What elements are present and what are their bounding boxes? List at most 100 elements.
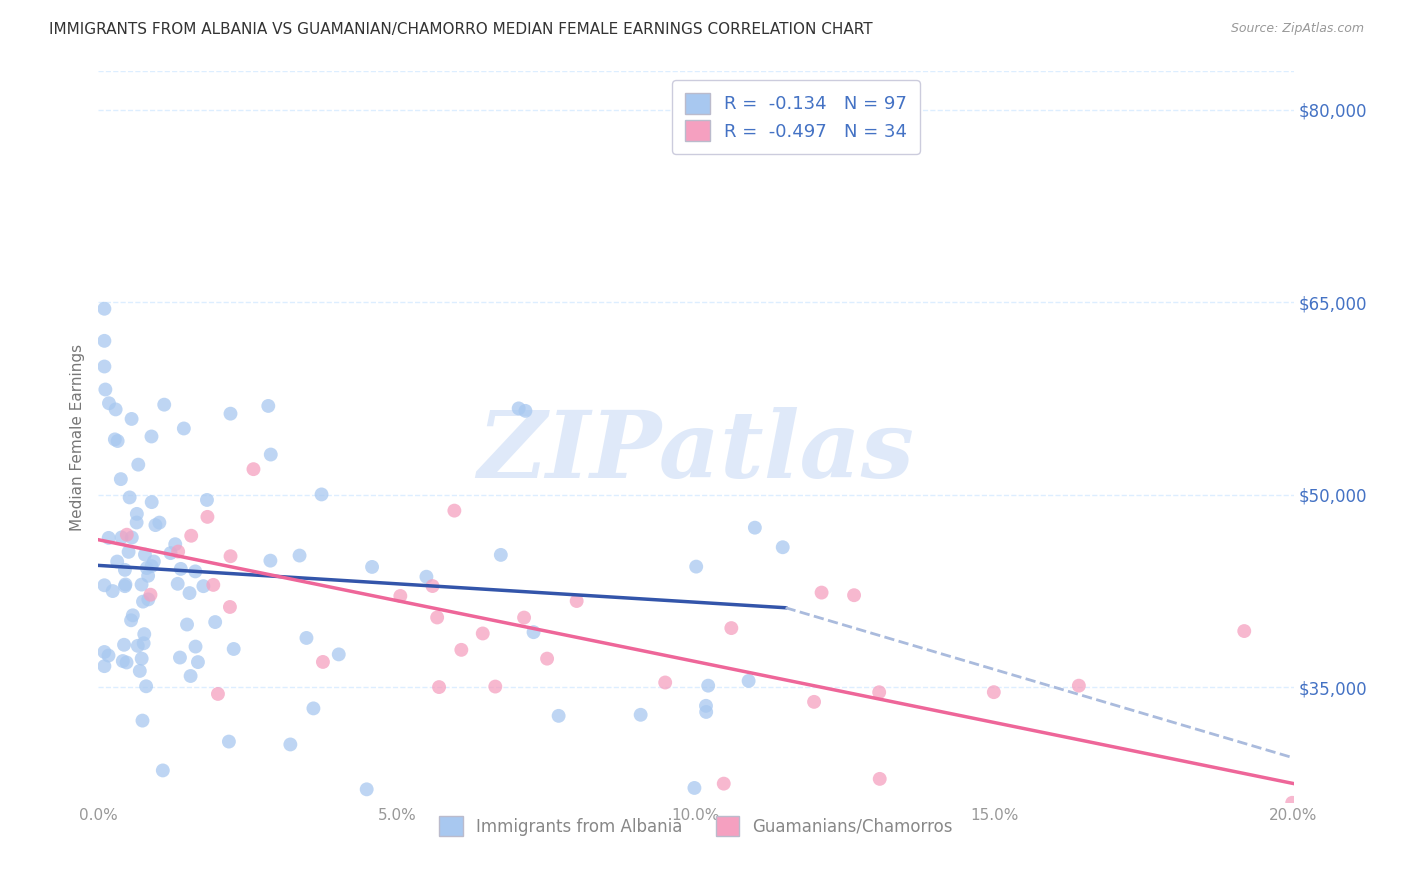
Point (295, 631, 318, 645)
Y-axis label: Median Female Earnings: Median Female Earnings (69, 343, 84, 531)
Point (869, 772, 891, 786)
Point (105, 555, 128, 569)
Point (1067, 679, 1090, 693)
Point (93, 334, 115, 348)
Point (127, 458, 149, 472)
Point (443, 503, 465, 517)
Point (219, 407, 242, 421)
Point (685, 559, 707, 574)
Point (508, 401, 530, 416)
Point (134, 548, 156, 562)
Point (184, 640, 207, 654)
Point (180, 669, 202, 683)
Point (136, 569, 159, 583)
Point (197, 509, 219, 524)
Point (426, 610, 449, 624)
Point (115, 527, 138, 541)
Point (803, 695, 825, 709)
Point (744, 521, 766, 535)
Point (148, 516, 170, 530)
Point (139, 588, 162, 602)
Point (97, 648, 120, 663)
Point (153, 398, 176, 412)
Point (737, 673, 759, 688)
Point (125, 507, 148, 521)
Point (169, 650, 191, 665)
Point (114, 579, 136, 593)
Point (179, 586, 201, 600)
Point (127, 639, 149, 653)
Point (422, 579, 444, 593)
Point (242, 462, 264, 476)
Text: IMMIGRANTS FROM ALBANIA VS GUAMANIAN/CHAMORRO MEDIAN FEMALE EARNINGS CORRELATION: IMMIGRANTS FROM ALBANIA VS GUAMANIAN/CHA… (49, 22, 873, 37)
Point (193, 579, 215, 593)
Point (720, 621, 742, 635)
Point (173, 421, 195, 435)
Point (219, 599, 242, 614)
Point (810, 585, 832, 599)
Point (132, 636, 155, 650)
Point (141, 429, 163, 443)
Point (484, 680, 506, 694)
Point (772, 540, 794, 554)
Point (110, 472, 132, 486)
Point (93, 301, 115, 316)
Point (489, 548, 512, 562)
Point (695, 705, 717, 719)
Point (112, 638, 135, 652)
Point (218, 734, 240, 748)
Point (361, 560, 384, 574)
Point (114, 577, 136, 591)
Point (104, 402, 127, 417)
Point (110, 530, 132, 544)
Point (187, 655, 209, 669)
Point (135, 679, 157, 693)
Point (136, 592, 159, 607)
Point (104, 433, 127, 447)
Point (121, 531, 143, 545)
Point (257, 399, 280, 413)
Point (101, 584, 124, 599)
Point (120, 613, 142, 627)
Point (94, 383, 117, 397)
Point (654, 675, 676, 690)
Point (202, 578, 225, 592)
Text: ZIPatlas: ZIPatlas (478, 407, 914, 497)
Point (141, 559, 163, 574)
Point (260, 448, 283, 462)
Point (389, 589, 412, 603)
Point (131, 714, 153, 728)
Point (128, 664, 150, 678)
Point (695, 698, 717, 713)
Point (713, 777, 735, 791)
Point (565, 594, 588, 608)
Point (427, 680, 450, 694)
Point (145, 518, 167, 533)
Point (280, 738, 302, 752)
Point (167, 544, 190, 558)
Point (522, 625, 544, 640)
Point (115, 656, 138, 670)
Point (259, 554, 281, 568)
Point (302, 701, 325, 715)
Point (683, 780, 706, 795)
Point (93, 359, 115, 374)
Point (222, 642, 245, 657)
Legend: Immigrants from Albania, Guamanians/Chamorros: Immigrants from Albania, Guamanians/Cham… (429, 806, 963, 846)
Point (125, 516, 148, 530)
Point (170, 562, 193, 576)
Point (93, 578, 115, 592)
Point (356, 782, 378, 797)
Point (114, 563, 136, 577)
Point (165, 537, 187, 551)
Point (450, 643, 472, 657)
Point (328, 648, 350, 662)
Point (97, 531, 120, 545)
Point (93, 659, 115, 673)
Point (471, 626, 494, 640)
Point (180, 529, 202, 543)
Point (312, 655, 335, 669)
Point (311, 487, 333, 501)
Point (118, 491, 141, 505)
Point (207, 687, 229, 701)
